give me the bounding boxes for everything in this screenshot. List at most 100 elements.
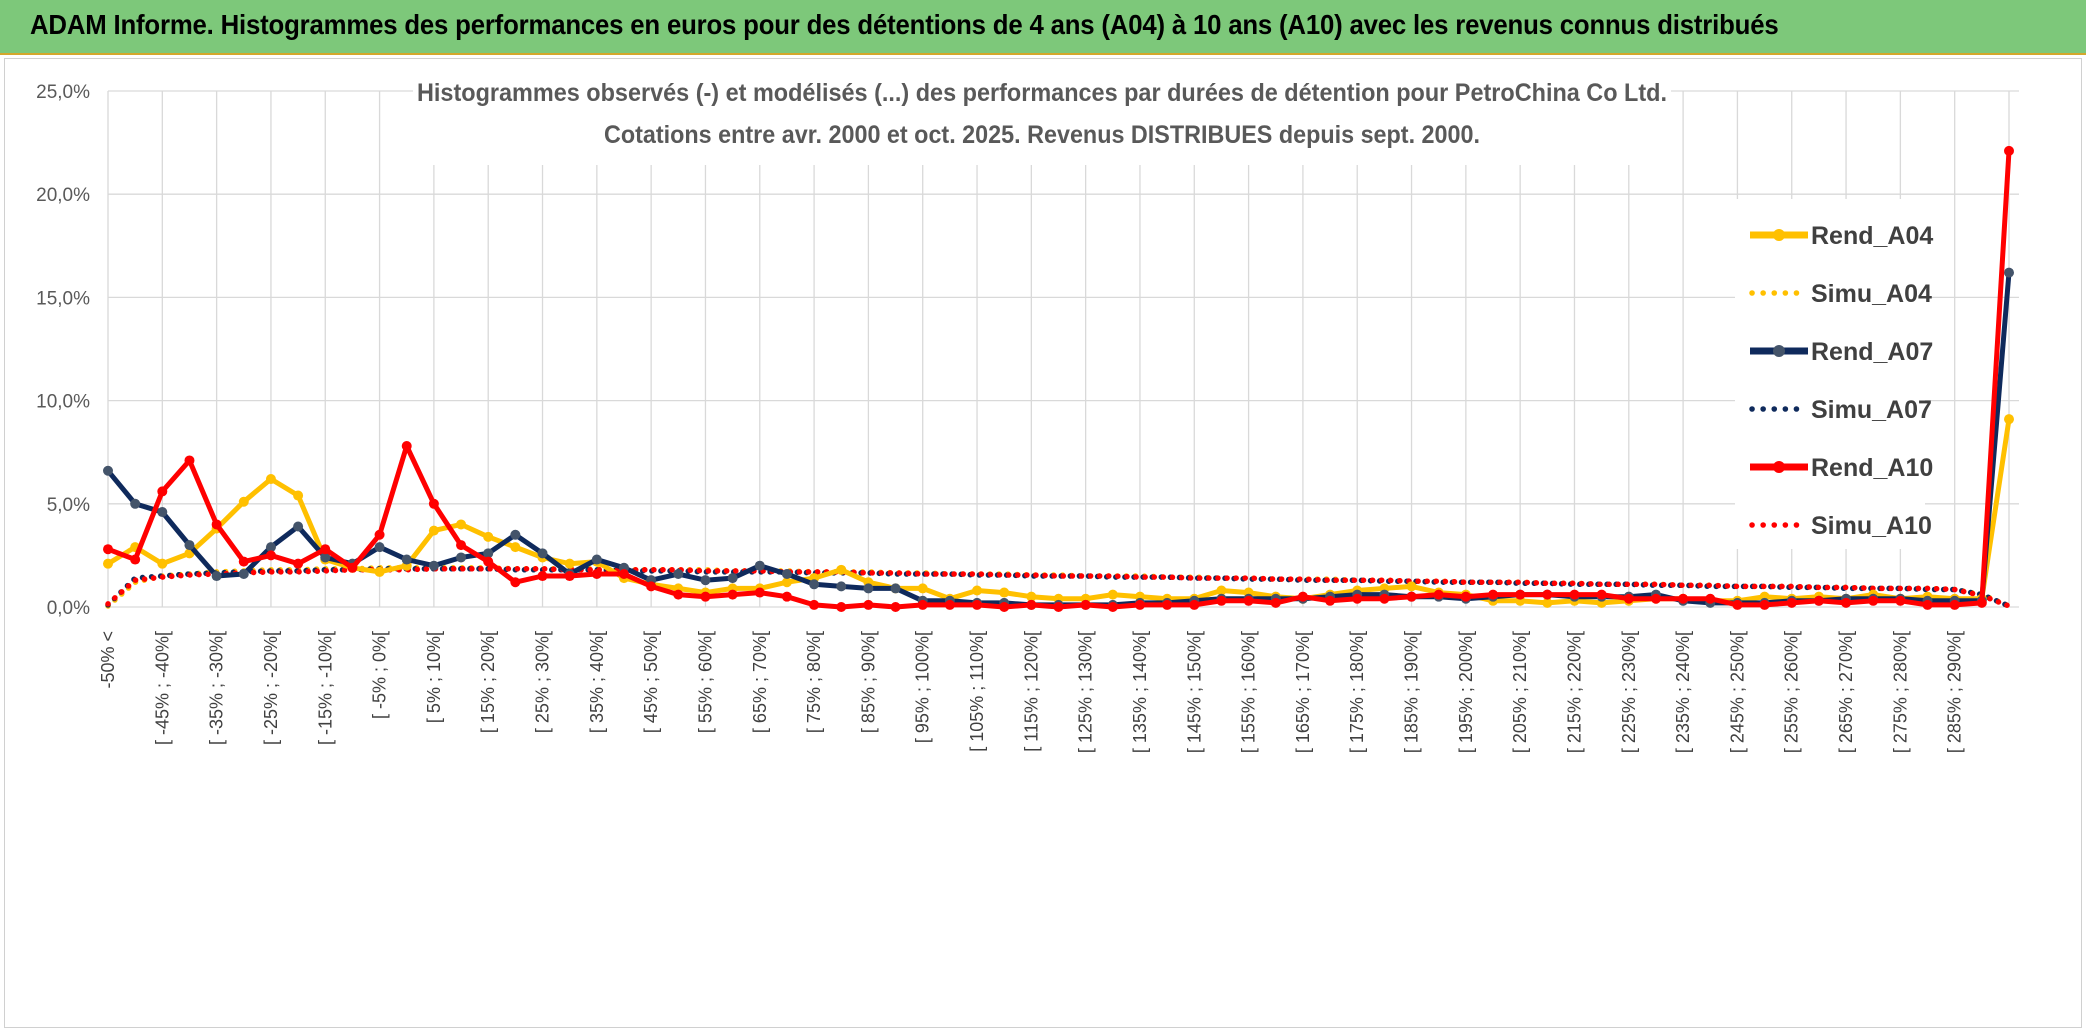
legend: Rend_A04 Simu_A04 Rend_A07 Simu_A07 Rend_A10… (1735, 199, 1933, 549)
data-point (320, 552, 331, 563)
data-point (1216, 585, 1227, 596)
data-point (1678, 593, 1689, 604)
x-tick-label: [ 135% ; 140%[ (1130, 631, 1150, 753)
data-point (103, 465, 113, 476)
series-line (106, 418, 2012, 606)
data-point (320, 544, 331, 555)
x-tick-label: [ 65% ; 70%[ (750, 631, 770, 733)
data-point (265, 542, 276, 553)
data-point (265, 550, 276, 561)
data-point (510, 542, 521, 553)
data-point (130, 554, 141, 565)
legend-item: Simu_A07 (1749, 396, 1932, 424)
x-tick-label: [ 5% ; 10%[ (424, 631, 444, 723)
data-point (456, 519, 467, 530)
x-tick-label: [ 45% ; 50%[ (641, 631, 661, 733)
data-point (646, 581, 657, 592)
data-point (1759, 599, 1770, 610)
data-point (673, 568, 684, 579)
data-point (1569, 589, 1580, 600)
data-point (1352, 593, 1363, 604)
x-tick-label: [ 265% ; 270%[ (1836, 631, 1856, 753)
legend-item: Simu_A10 (1749, 512, 1932, 540)
x-axis: -50% < [ -45% ; -40%[[ -35% ; -30%[[ -25%… (98, 631, 1965, 753)
data-point (700, 575, 711, 586)
x-tick-label: [ 165% ; 170%[ (1293, 631, 1313, 753)
data-point (374, 566, 385, 577)
data-point (1325, 595, 1336, 606)
data-point (483, 531, 494, 542)
legend-marker (1773, 229, 1785, 241)
data-point (1868, 595, 1879, 606)
data-point (184, 540, 195, 551)
data-point (1841, 597, 1852, 608)
x-tick-label: [ 185% ; 190%[ (1402, 631, 1422, 753)
legend-item: Rend_A10 (1750, 454, 1933, 482)
legend-item: Simu_A04 (1749, 280, 1932, 308)
data-point (456, 552, 467, 563)
data-point (401, 441, 412, 452)
data-point (374, 529, 385, 540)
y-tick-label: 0,0% (47, 598, 90, 619)
x-tick-label: [ 245% ; 250%[ (1727, 631, 1747, 753)
y-tick-label: 25,0% (36, 82, 90, 103)
y-tick-label: 15,0% (36, 288, 90, 309)
x-tick-label: [ -25% ; -20%[ (261, 631, 281, 745)
data-point (890, 602, 901, 612)
data-point (754, 560, 765, 571)
data-point (999, 587, 1010, 598)
legend-item: Rend_A07 (1750, 338, 1933, 366)
data-point (836, 602, 847, 612)
x-tick-label: [ -45% ; -40%[ (152, 631, 172, 745)
data-point (157, 486, 168, 497)
data-point (1162, 599, 1173, 610)
data-point (103, 544, 113, 555)
data-point (700, 591, 711, 602)
chart-title-line-2: Cotations entre avr. 2000 et oct. 2025. … (604, 121, 1480, 149)
x-tick-label: [ 195% ; 200%[ (1456, 631, 1476, 753)
data-point (374, 542, 385, 553)
data-point (1080, 599, 1091, 610)
x-tick-label: [ 275% ; 280%[ (1890, 631, 1910, 753)
data-point (999, 602, 1010, 612)
x-tick-label: [ -5% ; 0%[ (370, 631, 390, 719)
data-point (537, 571, 548, 582)
legend-background (1735, 199, 1925, 549)
data-point (1705, 593, 1716, 604)
y-tick-label: 5,0% (47, 495, 90, 516)
y-tick-label: 20,0% (36, 185, 90, 206)
chart-title-line-1: Histogrammes observés (-) et modélisés (… (417, 79, 1667, 107)
data-point (157, 558, 168, 569)
series-line (106, 272, 2012, 608)
series-rend-a10 (103, 145, 2014, 612)
data-point (1107, 589, 1118, 600)
data-point (483, 556, 494, 567)
data-point (781, 577, 792, 588)
data-point (510, 529, 521, 540)
data-point (428, 525, 439, 536)
y-tick-label: 10,0% (36, 392, 90, 413)
data-point (537, 548, 548, 559)
x-tick-label: [ 175% ; 180%[ (1347, 631, 1367, 753)
data-point (1650, 593, 1661, 604)
series-line (107, 150, 2012, 610)
x-tick-label: [ 95% ; 100%[ (913, 631, 933, 743)
data-point (1134, 599, 1145, 610)
data-point (184, 455, 195, 466)
data-point (863, 599, 874, 610)
data-point (809, 579, 820, 590)
data-point (1243, 595, 1254, 606)
legend-item: Rend_A04 (1750, 222, 1933, 250)
x-tick-label: [ 75% ; 80%[ (804, 631, 824, 733)
data-point (1813, 595, 1824, 606)
data-point (917, 583, 928, 594)
data-point (1786, 597, 1797, 608)
data-point (265, 474, 276, 485)
data-point (1895, 595, 1906, 606)
legend-label: Rend_A07 (1811, 338, 1933, 366)
data-point (917, 599, 928, 610)
data-point (727, 573, 738, 584)
x-tick-label: -50% < (98, 631, 118, 689)
data-point (781, 568, 792, 579)
data-point (591, 554, 602, 565)
